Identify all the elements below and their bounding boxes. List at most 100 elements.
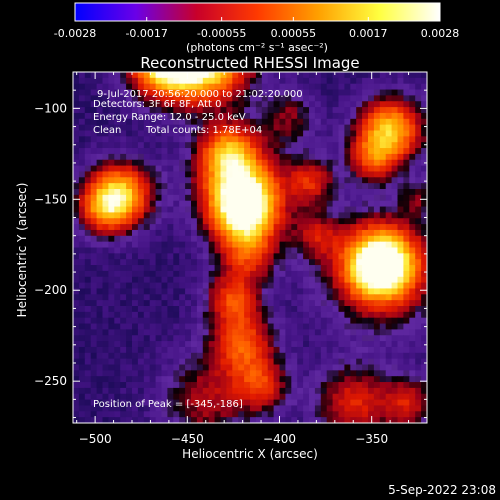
heatmap-cell [344,189,351,196]
heatmap-cell [149,118,157,126]
heatmap-cell [232,124,239,132]
heatmap-cell [255,352,263,360]
heatmap-cell [421,171,427,178]
heatmap-cell [344,411,351,418]
heatmap-cell [261,364,269,371]
heatmap-cell [267,399,275,407]
heatmap-cell [314,364,322,371]
heatmap-cell [214,352,222,360]
heatmap-cell [344,259,351,266]
heatmap-cell [291,329,298,336]
heatmap-cell [255,247,263,254]
heatmap-cell [373,212,381,219]
heatmap-cell [338,118,345,126]
heatmap-cell [185,265,192,272]
heatmap-cell [273,382,281,389]
heatmap-cell [179,253,186,260]
heatmap-cell [179,83,186,91]
heatmap-cell [403,253,410,260]
heatmap-cell [137,241,145,249]
heatmap-cell [96,288,104,295]
heatmap-cell [96,341,104,348]
heatmap-cell [90,107,98,114]
heatmap-cell [126,101,133,108]
heatmap-cell [202,399,210,407]
heatmap-cell [338,235,345,243]
heatmap-cell [250,300,257,307]
colorbar-tick-label: -0.0017 [125,27,167,40]
heatmap-cell [132,411,139,418]
heatmap-cell [391,294,399,301]
heatmap-cell [391,370,399,377]
heatmap-cell [421,311,427,319]
heatmap-cell [368,288,375,295]
heatmap-cell [185,247,192,254]
heatmap-cell [73,247,80,254]
heatmap-cell [226,323,233,330]
heatmap-cell [255,159,263,167]
heatmap-cell [179,393,186,401]
heatmap-cell [326,247,334,254]
heatmap-cell [362,370,369,377]
heatmap-cell [132,270,139,278]
heatmap-cell [214,183,222,190]
heatmap-cell [126,376,133,383]
heatmap-cell [356,200,363,208]
heatmap-cell [167,311,174,319]
heatmap-cell [173,229,180,237]
heatmap-cell [161,399,168,407]
heatmap-cell [261,218,269,225]
heatmap-cell [362,218,369,225]
heatmap-cell [137,118,145,126]
heatmap-cell [155,364,163,371]
heatmap-cell [185,235,192,243]
heatmap-cell [96,118,104,126]
heatmap-cell [102,329,109,336]
heatmap-cell [161,189,168,196]
heatmap-cell [273,235,281,243]
heatmap-cell [261,265,269,272]
heatmap-cell [409,346,416,354]
heatmap-cell [391,83,399,91]
heatmap-cell [238,335,245,342]
heatmap-cell [297,253,304,260]
heatmap-cell [291,206,298,213]
heatmap-cell [297,247,304,254]
heatmap-cell [326,206,334,213]
heatmap-cell [73,218,80,225]
heatmap-cell [303,393,310,401]
annotation-counts: Total counts: 1.78E+04 [145,125,262,136]
heatmap-cell [320,206,328,213]
heatmap-cell [191,189,198,196]
heatmap-cell [167,95,174,102]
heatmap-cell [196,235,204,243]
heatmap-cell [320,218,328,225]
heatmap-cell [73,253,80,260]
heatmap-cell [338,335,345,342]
heatmap-cell [220,206,227,213]
heatmap-cell [126,218,133,225]
heatmap-cell [409,282,416,290]
heatmap-cell [78,259,86,266]
heatmap-cell [397,399,404,407]
heatmap-cell [309,83,316,91]
heatmap-cell [73,306,80,313]
heatmap-cell [350,200,357,208]
heatmap-cell [421,364,427,371]
heatmap-cell [238,376,245,383]
heatmap-cell [267,142,275,149]
heatmap-cell [73,265,80,272]
heatmap-cell [202,89,210,96]
heatmap-cell [232,276,239,284]
heatmap-cell [403,194,410,202]
heatmap-cell [320,270,328,278]
heatmap-cell [202,311,210,319]
heatmap-cell [309,323,316,330]
heatmap-cell [332,72,340,79]
heatmap-cell [314,317,322,325]
heatmap-cell [314,270,322,278]
heatmap-cell [232,294,239,301]
heatmap-cell [126,294,133,301]
heatmap-cell [90,224,98,231]
heatmap-cell [244,270,251,278]
